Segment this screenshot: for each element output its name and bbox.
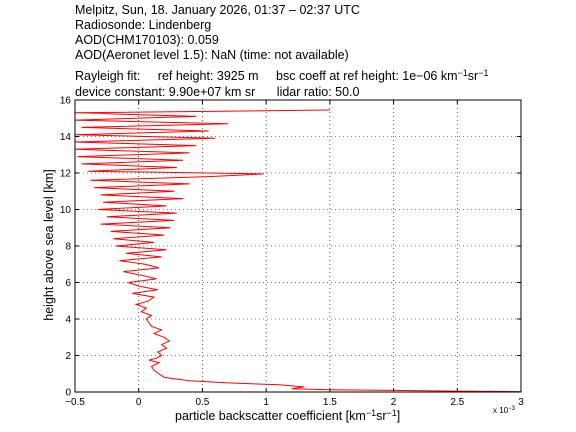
bsc-unit-exp2: −1 [478,68,489,78]
x-axis-label-exp2: −1 [386,408,397,418]
x-axis-multiplier: x 10−3 [493,406,515,415]
aod-chm: AOD(CHM170103): 0.059 [75,33,219,47]
x-axis-label-sr: sr [376,409,387,423]
rayleigh-fit-line: Rayleigh fit: ref height: 3925 m bsc coe… [75,69,488,83]
x-axis-label-end: ] [396,409,401,423]
y-tick-label: 14 [60,132,72,143]
device-line: device constant: 9.90e+07 km sr lidar ra… [75,86,359,99]
grid-lines [75,100,521,392]
y-tick-label: 10 [60,205,72,216]
y-tick-label: 8 [65,242,71,253]
x-tick-label: 2 [391,397,397,408]
radiosonde-info: Radiosonde: Lindenberg [75,18,212,32]
bsc-unit-exp1: −1 [457,68,468,78]
device-constant: device constant: 9.90e+07 km sr [75,85,256,99]
x-axis-label-exp1: −1 [365,408,377,418]
backscatter-profile-line [74,109,522,393]
x-multiplier-base: x 10 [493,406,509,415]
ref-height: ref height: 3925 m [157,69,259,83]
x-tick-label: 1 [263,397,269,408]
x-tick-label: 2.5 [450,397,464,408]
y-tick-label: 6 [65,278,71,289]
bsc-coeff: bsc coeff at ref height: 1e−06 km−1sr−1 [276,69,488,83]
rayleigh-fit-label: Rayleigh fit: [75,69,141,83]
x-tick-label: 3 [518,397,524,408]
y-tick-label: 0 [65,388,71,399]
y-tick-label: 16 [60,96,72,107]
x-axis-label: particle backscatter coefficient [km−1sr… [175,408,400,423]
chart-title-location: Melpitz, Sun, 18. January 2026, 01:37 – … [75,3,360,17]
y-axis-label: height above sea level [km] [42,169,56,321]
axes-frame [74,99,522,393]
x-tick-label: −0.5 [65,397,85,408]
x-tick-label: 0 [136,397,142,408]
y-tick-label: 4 [65,315,71,326]
axes-background [75,100,521,392]
x-axis-label-text: particle backscatter coefficient [km [175,409,366,423]
x-tick-label: 0.5 [195,397,209,408]
lidar-ratio: lidar ratio: 50.0 [276,85,360,99]
bsc-unit-sr: sr [467,69,479,83]
bsc-coeff-text: bsc coeff at ref height: 1e−06 km [276,69,458,83]
x-multiplier-exp: −3 [508,406,515,412]
y-tick-label: 2 [65,351,71,362]
x-tick-label: 1.5 [323,397,337,408]
y-tick-label: 12 [60,169,72,180]
aod-aeronet: AOD(Aeronet level 1.5): NaN (time: not a… [75,48,349,62]
